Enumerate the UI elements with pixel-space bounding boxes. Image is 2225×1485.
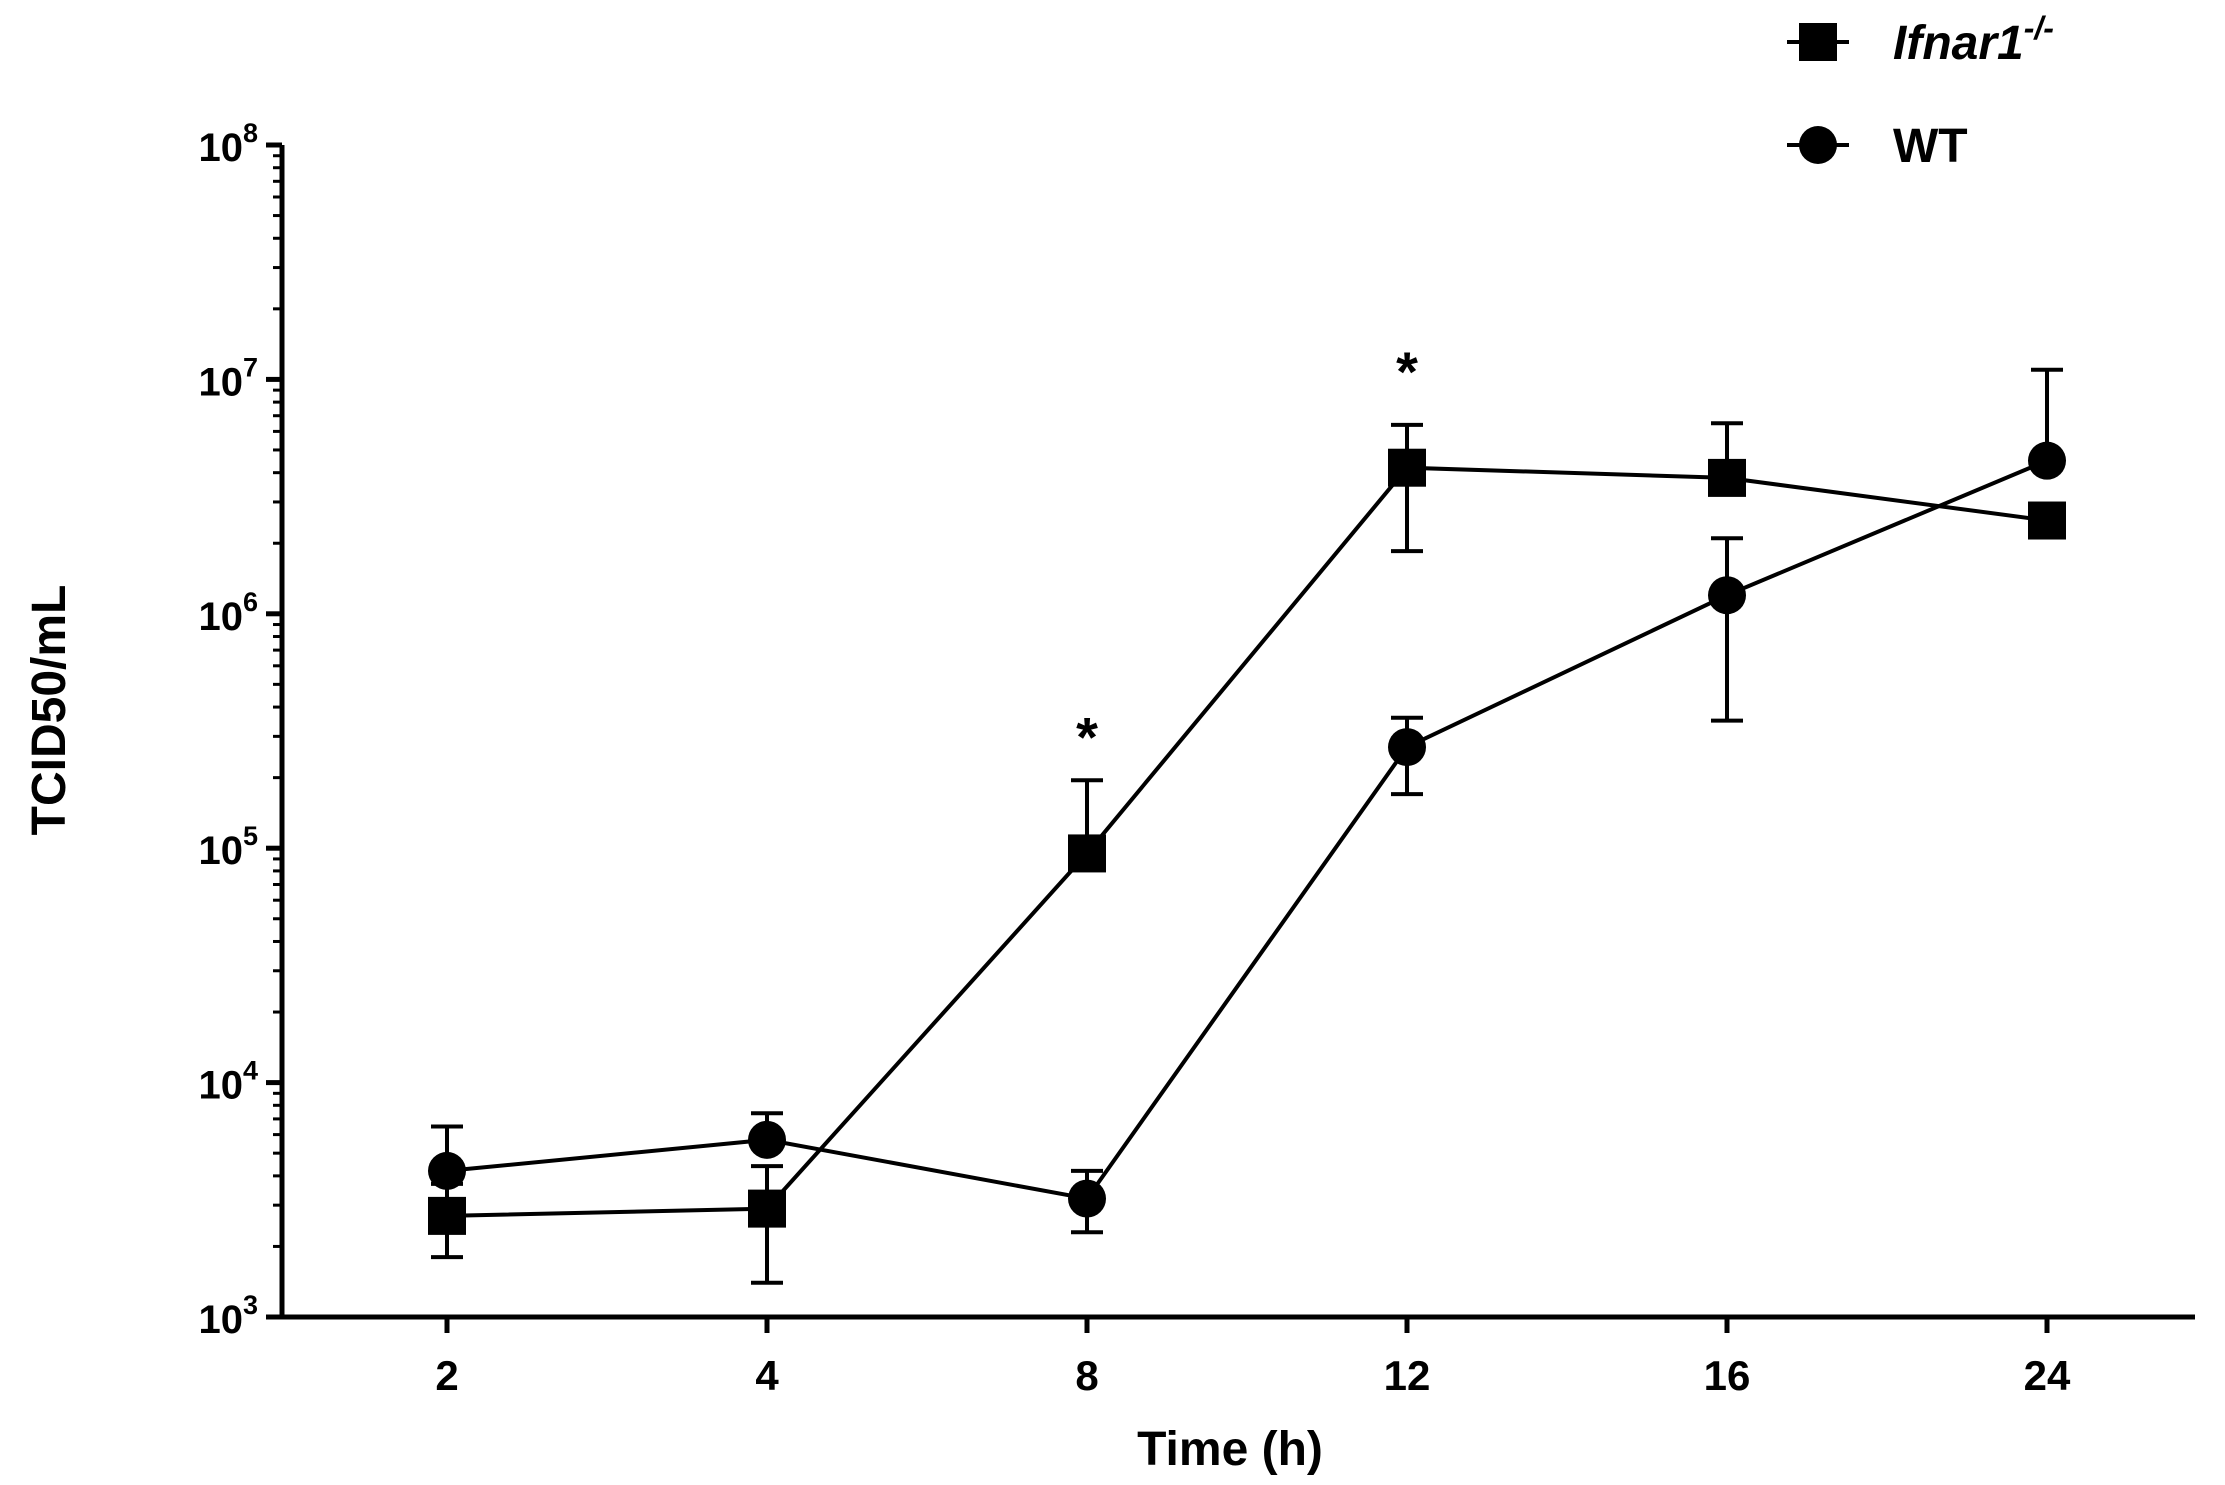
data-point-square [748,1189,786,1228]
data-point-square [1388,448,1426,487]
y-tick-label: 107 [198,352,258,404]
x-tick-label: 12 [1384,1352,1431,1399]
y-axis-title: TCID50/mL [23,585,76,836]
data-point-circle [2028,441,2066,480]
series-circle [428,367,2066,1235]
data-point-square [428,1196,466,1235]
legend-label: Ifnar1-/- [1893,10,2054,70]
data-point-circle [748,1120,786,1159]
significance-asterisk: * [1396,340,1418,403]
annotation-layer: ** [1076,340,1418,769]
x-axis-title: Time (h) [1137,1423,1323,1476]
x-tick-label: 24 [2024,1352,2071,1399]
data-point-square [1708,458,1746,497]
x-tick-label: 8 [1075,1352,1098,1399]
x-tick-label: 16 [1704,1352,1751,1399]
data-point-circle [428,1151,466,1190]
data-point-square [2028,501,2066,540]
data-point-circle [1708,576,1746,615]
y-tick-label: 104 [198,1056,258,1108]
series-layer [428,367,2066,1285]
y-tick-label: 106 [198,587,258,639]
data-point-square [1068,834,1106,873]
legend-marker-square [1799,23,1837,61]
legend-label: WT [1893,120,1968,173]
x-tick-label: 4 [755,1352,779,1399]
y-tick-label: 105 [198,821,258,873]
data-point-circle [1388,728,1426,767]
y-tick-label: 108 [198,118,258,170]
data-point-circle [1068,1179,1106,1218]
legend-item: WT [1787,120,1968,173]
series-line [446,458,2048,1201]
series-square [428,421,2066,1285]
legend: Ifnar1-/- WT [1787,10,2054,173]
x-tick-label: 2 [435,1352,458,1399]
legend-marker-circle [1799,126,1837,164]
y-tick-label: 103 [198,1290,258,1342]
series-line [446,465,2048,1218]
significance-asterisk: * [1076,706,1098,769]
legend-item: Ifnar1-/- [1787,10,2054,70]
